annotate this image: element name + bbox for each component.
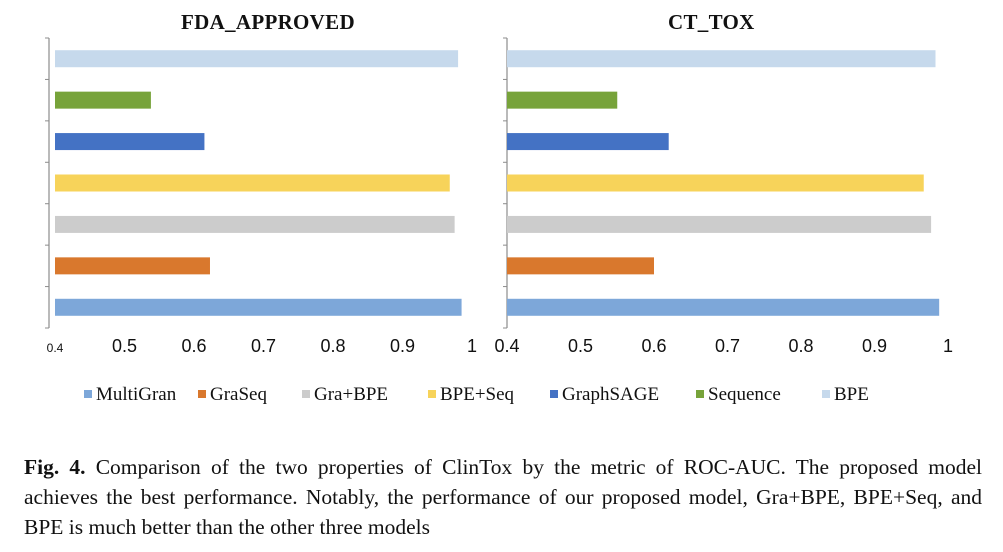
legend-item-bpe: BPE	[822, 384, 869, 406]
caption-label: Fig. 4.	[24, 455, 86, 479]
legend-label: MultiGran	[96, 384, 177, 405]
x-tick-label: 0.8	[320, 336, 345, 356]
bar-fda-approved-bpe-seq	[55, 174, 450, 192]
legend-swatch	[302, 390, 310, 398]
legend-label: BPE+Seq	[440, 384, 515, 405]
legend-label: GraSeq	[210, 384, 267, 405]
legend-swatch	[696, 390, 704, 398]
chart-title-ct-tox: CT_TOX	[668, 10, 755, 34]
x-tick-label: 0.9	[390, 336, 415, 356]
legend-item-graphsage: GraphSAGE	[550, 384, 659, 406]
fda-approved-bar-chart: 0.4 0.5 0.6 0.7 0.8 0.9 1	[45, 37, 477, 356]
x-tick-label: 0.8	[788, 336, 813, 356]
legend-label: Sequence	[708, 384, 781, 405]
legend-item-sequence: Sequence	[696, 384, 781, 406]
legend-item-multigran: MultiGran	[84, 384, 176, 406]
bar-fda-approved-gra-bpe	[55, 215, 455, 233]
legend-item-gra-bpe: Gra+BPE	[302, 384, 388, 406]
x-tick-label: 0.9	[862, 336, 887, 356]
x-tick-label: 0.4	[47, 341, 64, 355]
legend-item-bpe-seq: BPE+Seq	[428, 384, 514, 406]
x-tick-label: 0.6	[641, 336, 666, 356]
x-tick-label: 0.5	[112, 336, 137, 356]
legend-swatch	[428, 390, 436, 398]
bar-ct-tox-graseq	[507, 257, 654, 275]
bar-fda-approved-graseq	[55, 257, 210, 275]
bar-ct-tox-bpe-seq	[507, 174, 924, 192]
chart-title-fda-approved: FDA_APPROVED	[181, 10, 355, 34]
bar-fda-approved-bpe	[55, 50, 459, 68]
bar-ct-tox-sequence	[507, 91, 618, 109]
legend-swatch	[550, 390, 558, 398]
figure-caption: Fig. 4. Comparison of the two properties…	[24, 452, 982, 542]
bar-ct-tox-multigran	[507, 298, 940, 316]
chart-legend: MultiGran GraSeq Gra+BPE BPE+Seq GraphSAGE Se…	[84, 384, 984, 408]
bar-ct-tox-bpe	[507, 50, 936, 68]
legend-label: GraphSAGE	[562, 384, 660, 405]
x-tick-label: 0.5	[568, 336, 593, 356]
bar-fda-approved-graphsage	[55, 133, 205, 151]
x-tick-label: 0.7	[715, 336, 740, 356]
x-tick-label: 0.7	[251, 336, 276, 356]
bar-fda-approved-multigran	[55, 298, 462, 316]
legend-swatch	[198, 390, 206, 398]
legend-swatch	[84, 390, 92, 398]
x-tick-label: 1	[943, 336, 953, 356]
legend-swatch	[822, 390, 830, 398]
x-tick-label: 0.6	[181, 336, 206, 356]
caption-text: Comparison of the two properties of Clin…	[24, 455, 982, 539]
bar-fda-approved-sequence	[55, 91, 151, 109]
bar-ct-tox-gra-bpe	[507, 215, 932, 233]
ct-tox-bar-chart: 0.4 0.5 0.6 0.7 0.8 0.9 1	[494, 37, 953, 356]
legend-label: BPE	[834, 384, 869, 405]
x-tick-label: 0.4	[494, 336, 519, 356]
bar-ct-tox-graphsage	[507, 133, 669, 151]
x-tick-label: 1	[467, 336, 477, 356]
legend-label: Gra+BPE	[314, 384, 389, 405]
legend-item-graseq: GraSeq	[198, 384, 267, 406]
